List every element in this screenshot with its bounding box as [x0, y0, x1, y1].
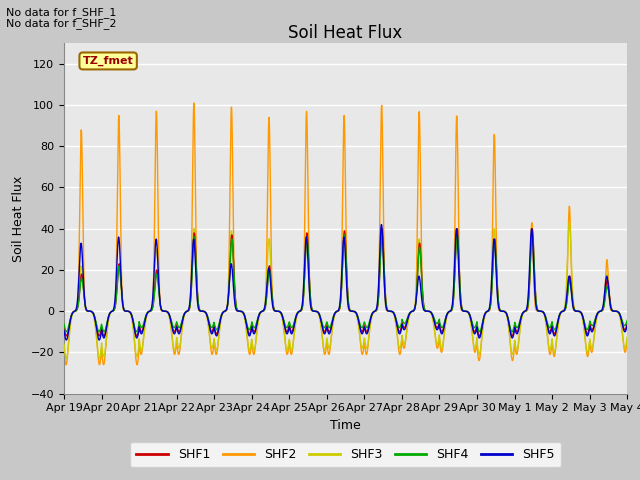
- Title: Soil Heat Flux: Soil Heat Flux: [289, 24, 403, 42]
- X-axis label: Time: Time: [330, 419, 361, 432]
- Text: TZ_fmet: TZ_fmet: [83, 56, 134, 66]
- Text: No data for f_SHF_1: No data for f_SHF_1: [6, 7, 116, 18]
- Legend: SHF1, SHF2, SHF3, SHF4, SHF5: SHF1, SHF2, SHF3, SHF4, SHF5: [130, 442, 561, 468]
- Text: No data for f_SHF_2: No data for f_SHF_2: [6, 18, 117, 29]
- Y-axis label: Soil Heat Flux: Soil Heat Flux: [12, 175, 25, 262]
